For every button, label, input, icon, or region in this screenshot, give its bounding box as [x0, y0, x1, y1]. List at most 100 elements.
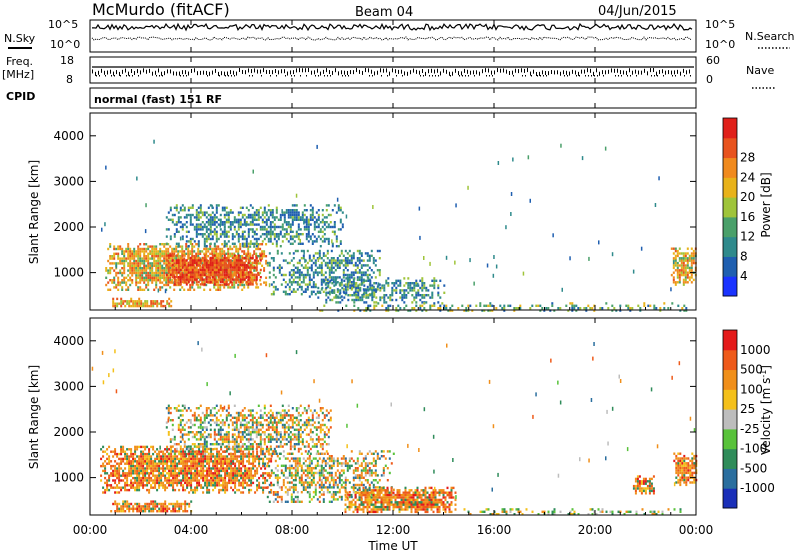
nave-dot: [476, 70, 477, 75]
range-cell: [690, 247, 693, 250]
range-cell: [190, 460, 193, 463]
range-cell: [221, 278, 224, 281]
nave-dot: [437, 68, 438, 73]
range-cell: [199, 278, 202, 281]
range-cell: [108, 474, 111, 477]
range-cell: [209, 216, 212, 219]
range-cell: [223, 240, 226, 243]
range-cell: [199, 223, 202, 226]
range-cell: [215, 268, 218, 272]
range-cell: [135, 283, 138, 287]
range-cell: [163, 262, 166, 265]
range-cell: [237, 264, 240, 267]
range-cell: [245, 268, 248, 272]
range-cell: [121, 247, 124, 251]
range-cell: [256, 450, 259, 453]
range-cell: [221, 250, 224, 253]
range-cell: [132, 452, 135, 456]
range-cell: [252, 476, 255, 480]
range-cell: [218, 481, 221, 485]
range-cell: [683, 304, 686, 307]
range-cell: [342, 276, 345, 279]
range-cell: [302, 281, 305, 284]
range-cell: [207, 268, 210, 272]
range-cell: [169, 218, 172, 221]
range-cell: [244, 455, 247, 458]
range-cell: [346, 288, 349, 291]
range-cell: [167, 256, 170, 260]
range-cell: [247, 278, 250, 281]
nave-dot: [587, 68, 588, 73]
range-cell: [213, 280, 216, 284]
range-cell: [276, 288, 279, 291]
range-cell: [135, 276, 138, 279]
range-cell: [207, 273, 210, 276]
range-cell: [252, 467, 255, 470]
range-cell: [197, 259, 200, 262]
range-cell: [119, 245, 122, 248]
range-cell: [195, 259, 198, 262]
range-cell: [173, 288, 176, 291]
range-cell: [207, 259, 210, 263]
range-cell: [242, 464, 245, 468]
range-cell: [142, 484, 145, 487]
range-cell: [431, 291, 434, 294]
range-cell: [437, 286, 440, 290]
range-cell: [197, 431, 200, 434]
nave-dot: [305, 68, 306, 73]
range-cell: [154, 484, 157, 487]
range-cell: [312, 254, 315, 257]
range-cell: [188, 491, 191, 494]
range-cell: [115, 283, 118, 287]
range-cell: [366, 269, 369, 272]
range-cell: [139, 262, 142, 265]
range-cell: [226, 462, 229, 465]
range-cell: [153, 257, 156, 260]
range-cell: [135, 271, 138, 275]
nave-dot: [512, 70, 513, 75]
range-cell: [425, 286, 428, 290]
range-cell: [397, 279, 400, 282]
range-cell: [104, 469, 107, 473]
range-cell: [205, 268, 208, 272]
range-cell: [465, 309, 468, 312]
range-cell: [269, 235, 272, 238]
range-cell: [254, 491, 257, 494]
range-cell: [290, 276, 293, 279]
freq-dot: [261, 75, 262, 77]
range-cell: [194, 462, 197, 465]
range-cell: [375, 296, 378, 299]
range-cell: [363, 284, 366, 287]
range-cell: [233, 225, 236, 229]
range-cell: [253, 252, 256, 255]
range-cell: [181, 223, 184, 226]
range-cell: [299, 228, 302, 231]
range-cell: [195, 278, 198, 281]
range-cell: [213, 254, 216, 257]
nave-dot: [404, 71, 405, 76]
range-cell: [253, 279, 256, 282]
range-cell: [229, 223, 232, 226]
range-cell: [250, 467, 253, 470]
range-cell: [239, 245, 242, 248]
range-cell: [259, 254, 262, 257]
range-cell: [187, 288, 190, 291]
range-cell: [265, 281, 268, 284]
range-cell: [199, 271, 202, 274]
range-cell: [356, 259, 359, 262]
range-cell: [112, 479, 115, 482]
freq-dot: [618, 75, 619, 77]
range-cell: [314, 252, 317, 255]
range-cell: [229, 247, 232, 251]
nave-dot: [557, 70, 558, 75]
range-cell: [371, 291, 374, 294]
range-cell: [224, 445, 227, 449]
range-cell: [304, 276, 307, 279]
range-cell: [219, 278, 222, 281]
range-cell: [229, 271, 232, 274]
range-cell: [369, 279, 372, 282]
range-cell: [317, 213, 320, 217]
nave-dot: [338, 71, 339, 76]
range-cell: [167, 274, 170, 277]
range-cell: [254, 472, 257, 475]
